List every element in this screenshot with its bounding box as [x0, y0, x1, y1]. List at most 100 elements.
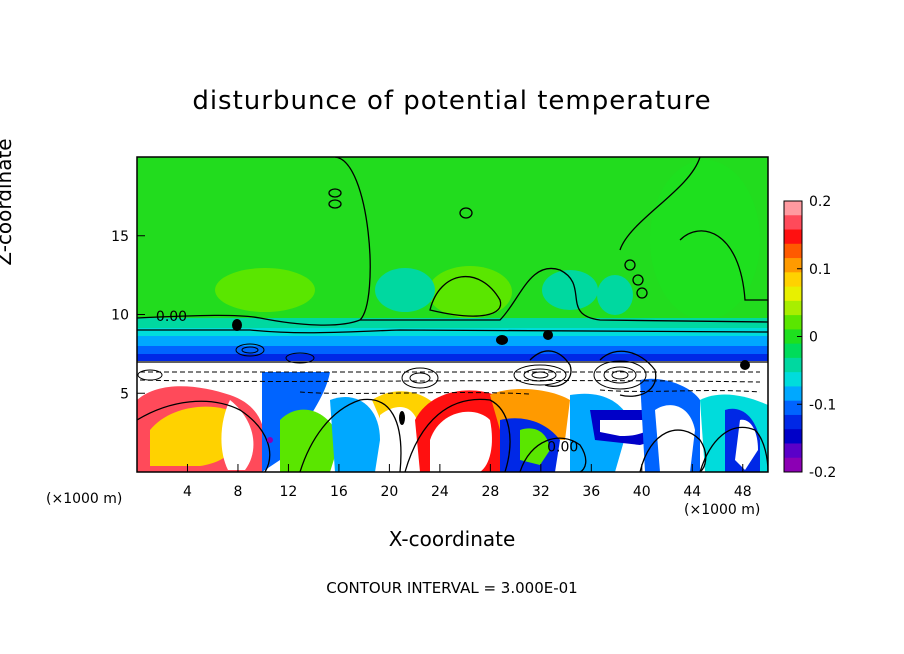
y-tick-label: 5 [120, 386, 129, 402]
contour-line [137, 329, 768, 334]
colorbar-swatch [784, 457, 802, 473]
contour-cluster [241, 346, 259, 354]
colorbar-swatch [784, 300, 802, 316]
contour-blob [496, 335, 508, 345]
x-ticks: 4 8 12 16 20 24 28 32 36 40 44 48 [183, 464, 752, 500]
contour-label: 0.00 [547, 440, 578, 456]
contour-line [360, 267, 768, 323]
contour-line [459, 207, 473, 219]
x-unit-label-left: (×1000 m) [46, 491, 123, 507]
contour-cluster [235, 343, 265, 357]
contour-line [639, 429, 707, 472]
contour-line [429, 276, 502, 317]
x-tick-label: 28 [481, 484, 499, 500]
field-patch [150, 406, 243, 466]
field-patch [735, 419, 758, 470]
contour-cluster [409, 372, 431, 384]
colorbar-swatch [784, 443, 802, 459]
contour-interval-text: CONTOUR INTERVAL = 3.000E-01 [326, 579, 578, 597]
contour-line [632, 274, 644, 286]
x-tick-label: 44 [683, 484, 701, 500]
x-tick-label: 36 [582, 484, 600, 500]
colorbar-swatch [784, 229, 802, 245]
contour-blob [399, 411, 405, 425]
contour-line [137, 157, 371, 326]
field-patch [597, 275, 633, 315]
contour-line [519, 437, 587, 472]
field-band [137, 336, 768, 346]
contour-line [624, 259, 636, 271]
colorbar-swatch [784, 272, 802, 288]
contour-cluster [513, 364, 567, 386]
contour-line [404, 398, 511, 472]
contour-blob [740, 360, 750, 370]
x-tick-label: 40 [633, 484, 651, 500]
contour-line [299, 398, 402, 472]
x-tick-label: 4 [183, 484, 192, 500]
field-patch [650, 160, 760, 320]
colorbar-swatch [784, 343, 802, 359]
colorbar-swatch [784, 386, 802, 402]
field-patch [430, 411, 492, 472]
field-patch [375, 268, 435, 312]
field-patch [330, 396, 380, 472]
colorbar-swatch [784, 357, 802, 373]
contour-cluster [137, 369, 163, 381]
contour-dashed [299, 391, 531, 395]
colorbar: 0.2 0.1 0 -0.1 -0.2 [783, 194, 836, 481]
field-patch [542, 270, 598, 310]
colorbar-swatch [784, 329, 802, 345]
contour-label: 0.00 [156, 309, 187, 325]
colorbar-swatch [784, 400, 802, 416]
colorbar-swatch [784, 429, 802, 444]
x-tick-label: 32 [532, 484, 550, 500]
contour-dashed [599, 389, 761, 393]
y-tick-label: 15 [111, 229, 129, 245]
colorbar-tick-label: 0 [809, 330, 818, 346]
contour-line [619, 157, 701, 251]
contour-cluster [523, 368, 557, 382]
contour-cluster [401, 367, 439, 389]
field-band [137, 328, 768, 336]
x-axis-label: X-coordinate [388, 527, 516, 551]
contour-cluster [285, 352, 315, 364]
field-patch [600, 420, 655, 436]
x-tick-label: 8 [233, 484, 242, 500]
contour-line [599, 350, 657, 397]
contour-line [137, 400, 271, 472]
x-tick-label: 20 [380, 484, 398, 500]
contour-line [328, 199, 342, 209]
x-unit-label-right: (×1000 m) [684, 502, 761, 518]
contour-cluster [531, 371, 549, 379]
contour-cluster [593, 360, 647, 390]
colorbar-swatch [784, 414, 802, 430]
contour-line [636, 287, 648, 299]
field-band [137, 354, 768, 361]
x-tick-label: 12 [280, 484, 298, 500]
colorbar-swatch [784, 201, 802, 216]
field-patch [215, 268, 315, 312]
field-band [137, 346, 768, 354]
y-ticks: 5 10 15 [111, 229, 145, 402]
contour-cluster [603, 366, 637, 384]
chart-title: disturbunce of potential temperature [192, 86, 712, 116]
contour-line [328, 188, 342, 198]
colorbar-tick-label: -0.2 [809, 465, 836, 481]
field-patch [428, 266, 512, 318]
contour-line [699, 426, 768, 472]
contour-blob [543, 330, 553, 340]
field-patch [221, 400, 254, 470]
colorbar-swatch [784, 243, 802, 259]
colorbar-swatch [784, 372, 802, 387]
contour-blob [232, 319, 242, 331]
x-tick-label: 16 [330, 484, 348, 500]
colorbar-tick-label: 0.1 [809, 262, 831, 278]
contour-blob [267, 437, 273, 443]
x-tick-label: 48 [734, 484, 752, 500]
contour-cluster [611, 370, 629, 380]
contour-line [679, 230, 768, 301]
field-band [137, 318, 768, 328]
y-axis-label: Z-coordinate [0, 138, 16, 266]
field-patch [655, 405, 695, 472]
colorbar-tick-label: 0.2 [809, 194, 831, 210]
